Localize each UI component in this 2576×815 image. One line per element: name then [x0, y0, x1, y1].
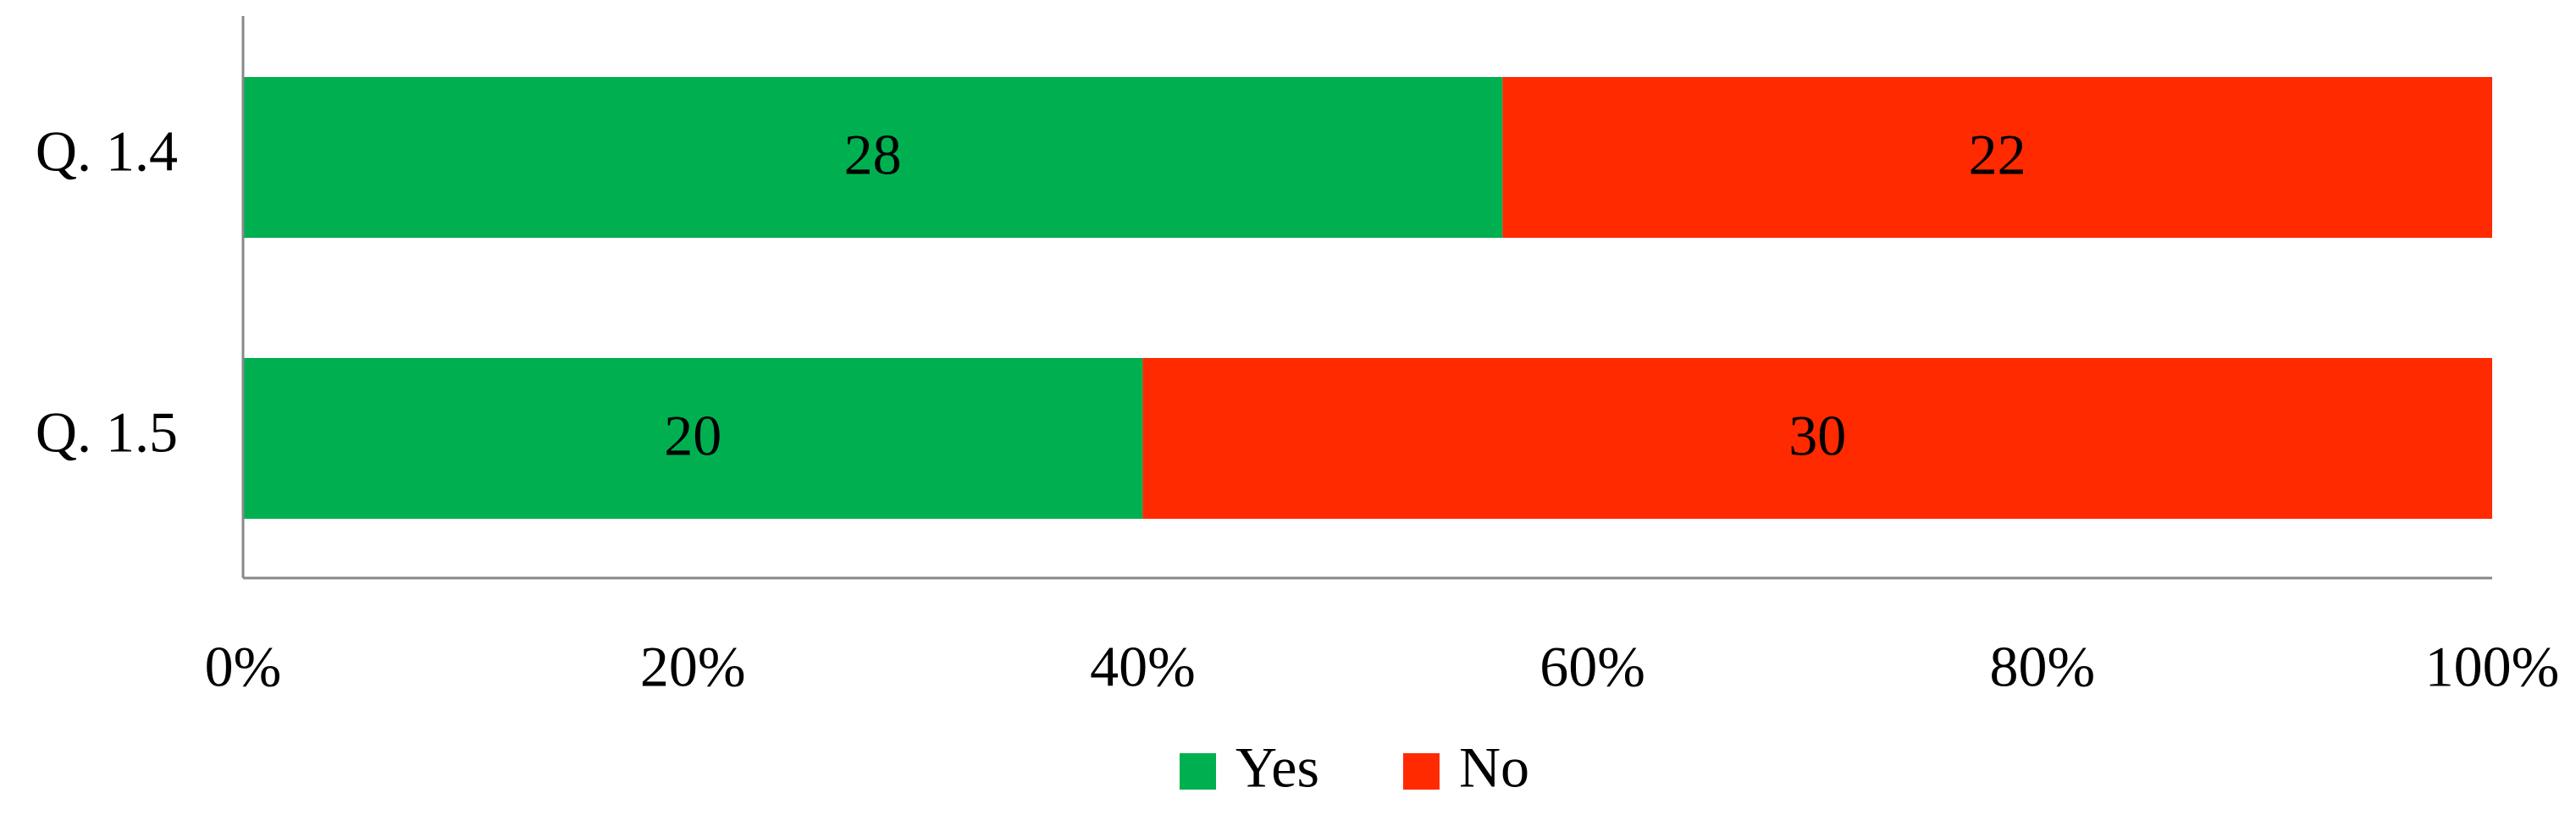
y-tick-label: Q. 1.5	[36, 400, 178, 465]
legend-label: No	[1459, 735, 1529, 800]
bar-segment	[243, 77, 1503, 238]
x-tick-label: 100%	[2425, 635, 2560, 699]
legend-swatch	[1402, 753, 1440, 790]
legend-swatch	[1180, 753, 1216, 790]
data-label: 22	[1969, 123, 2026, 187]
y-tick-label: Q. 1.4	[36, 119, 178, 184]
data-label: 28	[844, 123, 902, 187]
x-tick-label: 0%	[205, 635, 282, 699]
bar-segment	[1142, 358, 2492, 519]
legend-label: Yes	[1235, 735, 1319, 800]
bar-segment	[1502, 77, 2492, 238]
data-label: 30	[1788, 404, 1846, 468]
x-tick-label: 40%	[1090, 635, 1196, 699]
bar-segment	[243, 358, 1143, 519]
x-tick-label: 20%	[640, 635, 746, 699]
x-tick-label: 60%	[1540, 635, 1645, 699]
x-tick-label: 80%	[1989, 635, 2095, 699]
data-label: 20	[664, 404, 721, 468]
